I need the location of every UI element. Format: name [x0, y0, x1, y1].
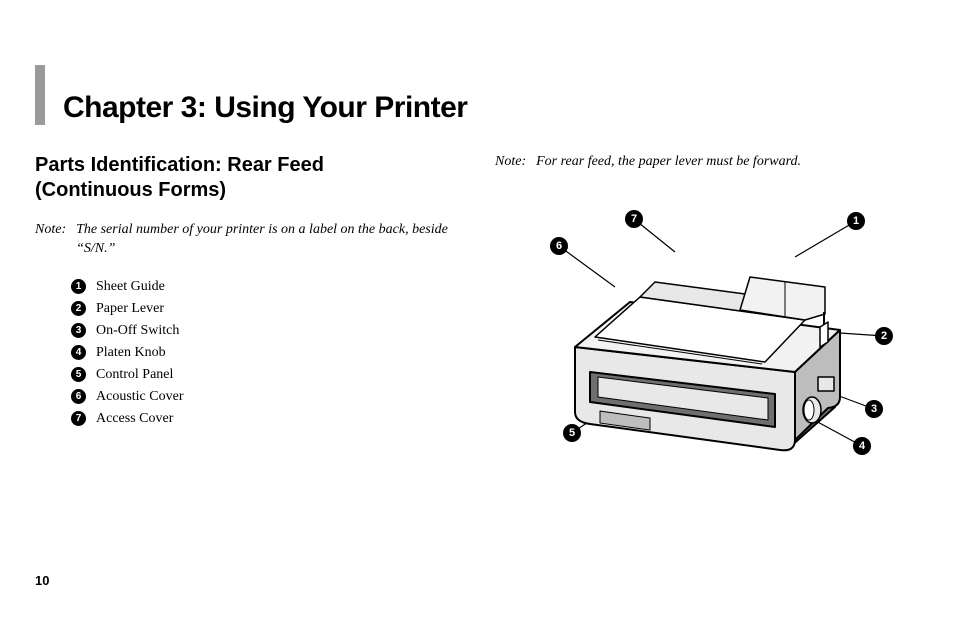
parts-list: 1 Sheet Guide 2 Paper Lever 3 On-Off Switch…: [35, 279, 455, 427]
part-item: 6 Acoustic Cover: [71, 389, 455, 405]
callout-badge-5: 5: [563, 424, 581, 442]
left-column: Parts Identification: Rear Feed (Continu…: [35, 153, 455, 482]
part-label: Control Panel: [96, 367, 173, 383]
section-title-line2: (Continuous Forms): [35, 179, 226, 201]
part-item: 7 Access Cover: [71, 411, 455, 427]
part-label: On-Off Switch: [96, 323, 179, 339]
printer-diagram: 1 2 3 4 5 6 7: [495, 192, 895, 482]
callout-badge-6: 6: [550, 237, 568, 255]
printer-illustration: [550, 222, 850, 452]
part-number-badge: 4: [71, 345, 86, 360]
part-item: 4 Platen Knob: [71, 345, 455, 361]
section-title-line1: Parts Identification: Rear Feed: [35, 154, 324, 176]
part-number-badge: 6: [71, 389, 86, 404]
note-label: Note:: [495, 153, 526, 172]
right-column: Note: For rear feed, the paper lever mus…: [495, 153, 904, 482]
part-item: 3 On-Off Switch: [71, 323, 455, 339]
left-note: Note: The serial number of your printer …: [35, 221, 455, 259]
part-label: Platen Knob: [96, 345, 166, 361]
callout-badge-7: 7: [625, 210, 643, 228]
part-number-badge: 5: [71, 367, 86, 382]
chapter-title-row: Chapter 3: Using Your Printer: [35, 65, 904, 125]
part-item: 5 Control Panel: [71, 367, 455, 383]
part-number-badge: 2: [71, 301, 86, 316]
callout-badge-2: 2: [875, 327, 893, 345]
part-label: Acoustic Cover: [96, 389, 183, 405]
part-label: Access Cover: [96, 411, 173, 427]
part-number-badge: 1: [71, 279, 86, 294]
part-item: 2 Paper Lever: [71, 301, 455, 317]
title-accent-bar: [35, 65, 45, 125]
page-number: 10: [35, 573, 49, 588]
chapter-title: Chapter 3: Using Your Printer: [63, 91, 467, 125]
right-note: Note: For rear feed, the paper lever mus…: [495, 153, 904, 172]
part-number-badge: 3: [71, 323, 86, 338]
callout-badge-4: 4: [853, 437, 871, 455]
note-label: Note:: [35, 221, 66, 259]
note-text: For rear feed, the paper lever must be f…: [536, 153, 904, 172]
two-column-layout: Parts Identification: Rear Feed (Continu…: [35, 153, 904, 482]
section-title: Parts Identification: Rear Feed (Continu…: [35, 153, 455, 203]
part-number-badge: 7: [71, 411, 86, 426]
callout-badge-3: 3: [865, 400, 883, 418]
part-item: 1 Sheet Guide: [71, 279, 455, 295]
callout-badge-1: 1: [847, 212, 865, 230]
part-label: Paper Lever: [96, 301, 164, 317]
part-label: Sheet Guide: [96, 279, 165, 295]
note-text: The serial number of your printer is on …: [76, 221, 455, 259]
